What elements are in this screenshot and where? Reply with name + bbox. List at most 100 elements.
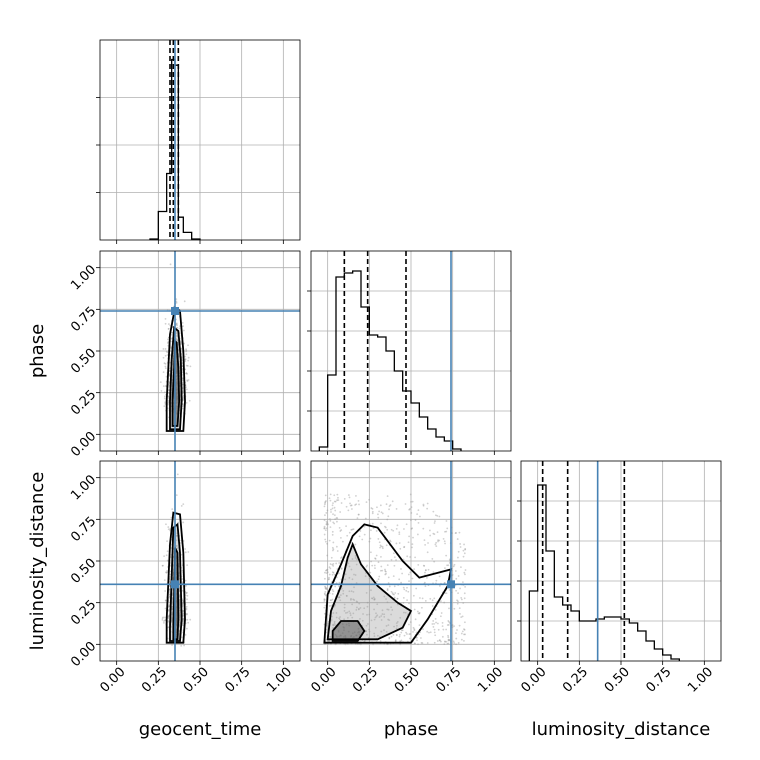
sample-point (424, 571, 426, 574)
sample-point (185, 613, 188, 616)
sample-point (403, 528, 405, 530)
contour-luminosity_distance_vs_geocent_time-0 (172, 547, 180, 641)
sample-point (344, 578, 347, 581)
sample-point (333, 522, 336, 525)
sample-point (388, 585, 391, 588)
sample-point (392, 575, 395, 578)
sample-point (161, 618, 164, 621)
sample-point (335, 612, 338, 614)
sample-point (446, 642, 449, 645)
sample-point (179, 542, 182, 544)
sample-point (181, 578, 184, 580)
sample-point (414, 618, 417, 621)
sample-point (324, 571, 326, 574)
sample-point (182, 612, 185, 615)
sample-point (422, 503, 425, 506)
sample-point (165, 554, 168, 557)
sample-point (435, 545, 438, 548)
sample-point (406, 633, 408, 635)
sample-point (164, 395, 166, 398)
sample-point (178, 604, 181, 607)
sample-point (346, 643, 349, 646)
sample-point (434, 543, 437, 546)
sample-point (182, 329, 185, 332)
sample-point (176, 547, 179, 550)
sample-point (385, 544, 388, 547)
sample-point (175, 298, 178, 301)
sample-point (443, 643, 446, 646)
sample-point (332, 612, 335, 614)
sample-point (372, 596, 375, 599)
sample-point (324, 540, 327, 543)
sample-point (347, 562, 350, 565)
sample-point (332, 513, 334, 516)
sample-point (445, 628, 448, 631)
sample-point (165, 350, 168, 353)
sample-point (345, 612, 347, 614)
sample-point (167, 609, 170, 611)
sample-point (426, 502, 429, 505)
sample-point (176, 326, 179, 329)
sample-point (414, 519, 417, 521)
sample-point (406, 586, 408, 589)
density-mid-luminosity_distance_vs_phase (327, 544, 411, 640)
sample-point (180, 505, 183, 507)
sample-point (457, 642, 460, 644)
sample-point (323, 606, 326, 609)
sample-point (417, 521, 420, 524)
sample-point (411, 500, 414, 503)
sample-point (380, 565, 383, 568)
sample-point (328, 640, 331, 643)
sample-point (447, 634, 449, 637)
ylabel-phase: phase (27, 324, 48, 378)
sample-point (461, 630, 464, 633)
sample-point (181, 383, 184, 386)
sample-point (439, 600, 442, 603)
sample-point (335, 562, 338, 565)
sample-point (326, 571, 329, 574)
sample-point (388, 505, 391, 507)
sample-point (326, 509, 329, 512)
sample-point (443, 581, 446, 584)
sample-point (164, 599, 167, 602)
sample-point (171, 607, 174, 610)
sample-point (175, 544, 178, 547)
sample-point (333, 506, 336, 509)
sample-point (179, 609, 181, 612)
sample-point (178, 619, 181, 622)
sample-point (330, 618, 333, 621)
sample-point (380, 615, 383, 617)
sample-point (323, 612, 326, 615)
sample-point (365, 630, 367, 633)
sample-point (374, 557, 377, 560)
sample-point (394, 639, 397, 642)
sample-point (453, 625, 455, 628)
sample-point (348, 610, 351, 613)
sample-point (418, 624, 421, 627)
sample-point (169, 528, 172, 530)
sample-point (426, 551, 429, 554)
sample-point (429, 597, 432, 600)
sample-point (333, 514, 336, 517)
sample-point (166, 540, 168, 543)
sample-point (348, 531, 351, 534)
sample-point (368, 577, 371, 580)
sample-point (343, 603, 346, 606)
sample-point (386, 495, 389, 498)
sample-point (378, 575, 381, 578)
sample-point (178, 327, 181, 330)
sample-point (177, 521, 180, 524)
sample-point (435, 579, 438, 582)
sample-point (332, 624, 335, 627)
sample-point (167, 323, 170, 325)
sample-point (390, 590, 393, 593)
sample-point (325, 520, 328, 523)
sample-point (464, 585, 467, 588)
sample-point (335, 517, 338, 519)
sample-point (384, 525, 386, 528)
sample-point (456, 599, 458, 602)
sample-point (379, 504, 382, 507)
sample-point (167, 616, 170, 619)
sample-point (367, 637, 370, 639)
sample-point (417, 564, 420, 566)
